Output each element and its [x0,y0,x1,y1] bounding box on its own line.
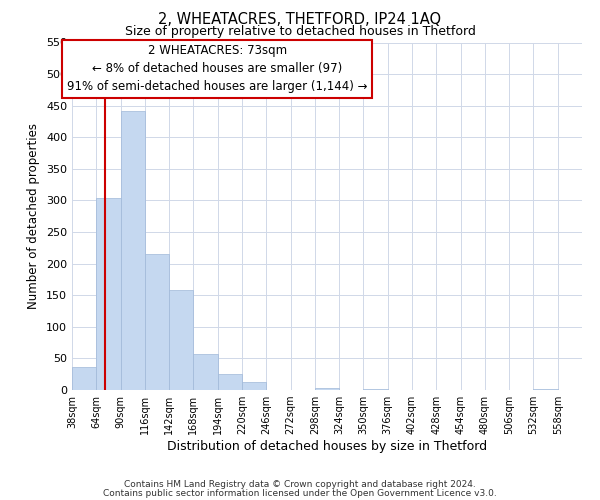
X-axis label: Distribution of detached houses by size in Thetford: Distribution of detached houses by size … [167,440,487,453]
Bar [96,198,121,390]
Text: Contains HM Land Registry data © Crown copyright and database right 2024.: Contains HM Land Registry data © Crown c… [124,480,476,489]
Bar [72,366,96,390]
Text: 2 WHEATACRES: 73sqm
← 8% of detached houses are smaller (97)
91% of semi-detache: 2 WHEATACRES: 73sqm ← 8% of detached hou… [67,44,368,93]
Bar [121,112,145,390]
Bar [145,254,169,390]
Text: 2, WHEATACRES, THETFORD, IP24 1AQ: 2, WHEATACRES, THETFORD, IP24 1AQ [158,12,442,28]
Bar [218,374,242,390]
Bar [169,290,193,390]
Bar [533,388,558,390]
Text: Contains public sector information licensed under the Open Government Licence v3: Contains public sector information licen… [103,489,497,498]
Bar [315,388,339,390]
Bar [242,382,266,390]
Bar [364,388,388,390]
Y-axis label: Number of detached properties: Number of detached properties [28,123,40,309]
Text: Size of property relative to detached houses in Thetford: Size of property relative to detached ho… [125,25,475,38]
Bar [193,354,218,390]
